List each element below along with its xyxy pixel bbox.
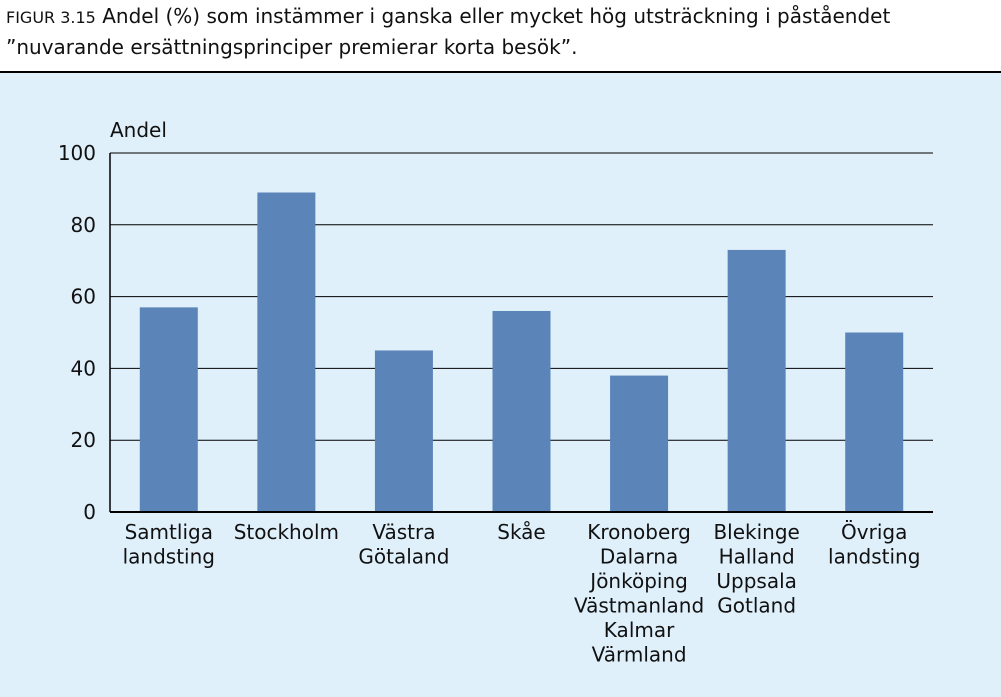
x-tick-label-line: Dalarna — [600, 545, 678, 569]
x-tick-label-line: Stockholm — [234, 520, 339, 544]
y-tick-label: 100 — [58, 141, 96, 165]
x-tick-label-line: landsting — [828, 545, 920, 569]
bar — [610, 375, 669, 512]
bar — [727, 249, 786, 512]
x-tick-label: Samtliga landsting — [123, 520, 215, 569]
x-tick-label: Västra Götaland — [358, 520, 449, 569]
x-tick-label-line: Jönköping — [588, 569, 688, 593]
x-tick-label-line: Blekinge — [713, 520, 799, 544]
y-axis-label: Andel — [110, 118, 167, 142]
bar — [492, 310, 551, 512]
bar — [139, 307, 198, 512]
x-tick-label: Stockholm — [234, 520, 339, 544]
x-tick-label: Skåe — [497, 520, 546, 544]
x-tick-label: Kronoberg Dalarna Jönköping Västmanland Kalm… — [574, 520, 704, 667]
x-tick-label-line: Halland — [719, 545, 795, 569]
y-tick-label: 20 — [71, 428, 96, 452]
y-tick-label: 0 — [83, 500, 96, 524]
x-tick-label-line: Västmanland — [574, 594, 704, 618]
x-tick-label-line: Samtliga — [125, 520, 213, 544]
y-tick-label: 80 — [71, 213, 96, 237]
x-tick-label-line: Skåe — [497, 520, 546, 544]
figure-label: FIGUR 3.15 — [6, 8, 96, 27]
bar — [845, 332, 904, 512]
y-tick-label: 60 — [71, 285, 96, 309]
y-tick-label: 40 — [71, 356, 96, 380]
x-tick-label-line: Kronoberg — [587, 520, 691, 544]
bar — [374, 350, 433, 512]
x-tick-label-line: Kalmar — [604, 618, 675, 642]
title-line: ”nuvarande ersättningsprinciper premiera… — [6, 35, 577, 59]
x-tick-label-line: Gotland — [717, 594, 796, 618]
x-tick-label-line: Värmland — [592, 643, 687, 667]
x-tick-label: Övriga landsting — [828, 520, 920, 569]
x-tick-label-line: Västra — [372, 520, 435, 544]
x-tick-label-line: Götaland — [358, 545, 449, 569]
title-line: Andel (%) som instämmer i ganska eller m… — [102, 4, 890, 28]
x-tick-label-line: Uppsala — [716, 569, 797, 593]
x-tick-label-line: Övriga — [841, 520, 907, 544]
x-tick-label: Blekinge Halland Uppsala Gotland — [713, 520, 799, 618]
x-tick-label-line: landsting — [123, 545, 215, 569]
bar — [257, 192, 316, 513]
chart-title: FIGUR 3.15 Andel (%) som instämmer i gan… — [6, 4, 890, 28]
